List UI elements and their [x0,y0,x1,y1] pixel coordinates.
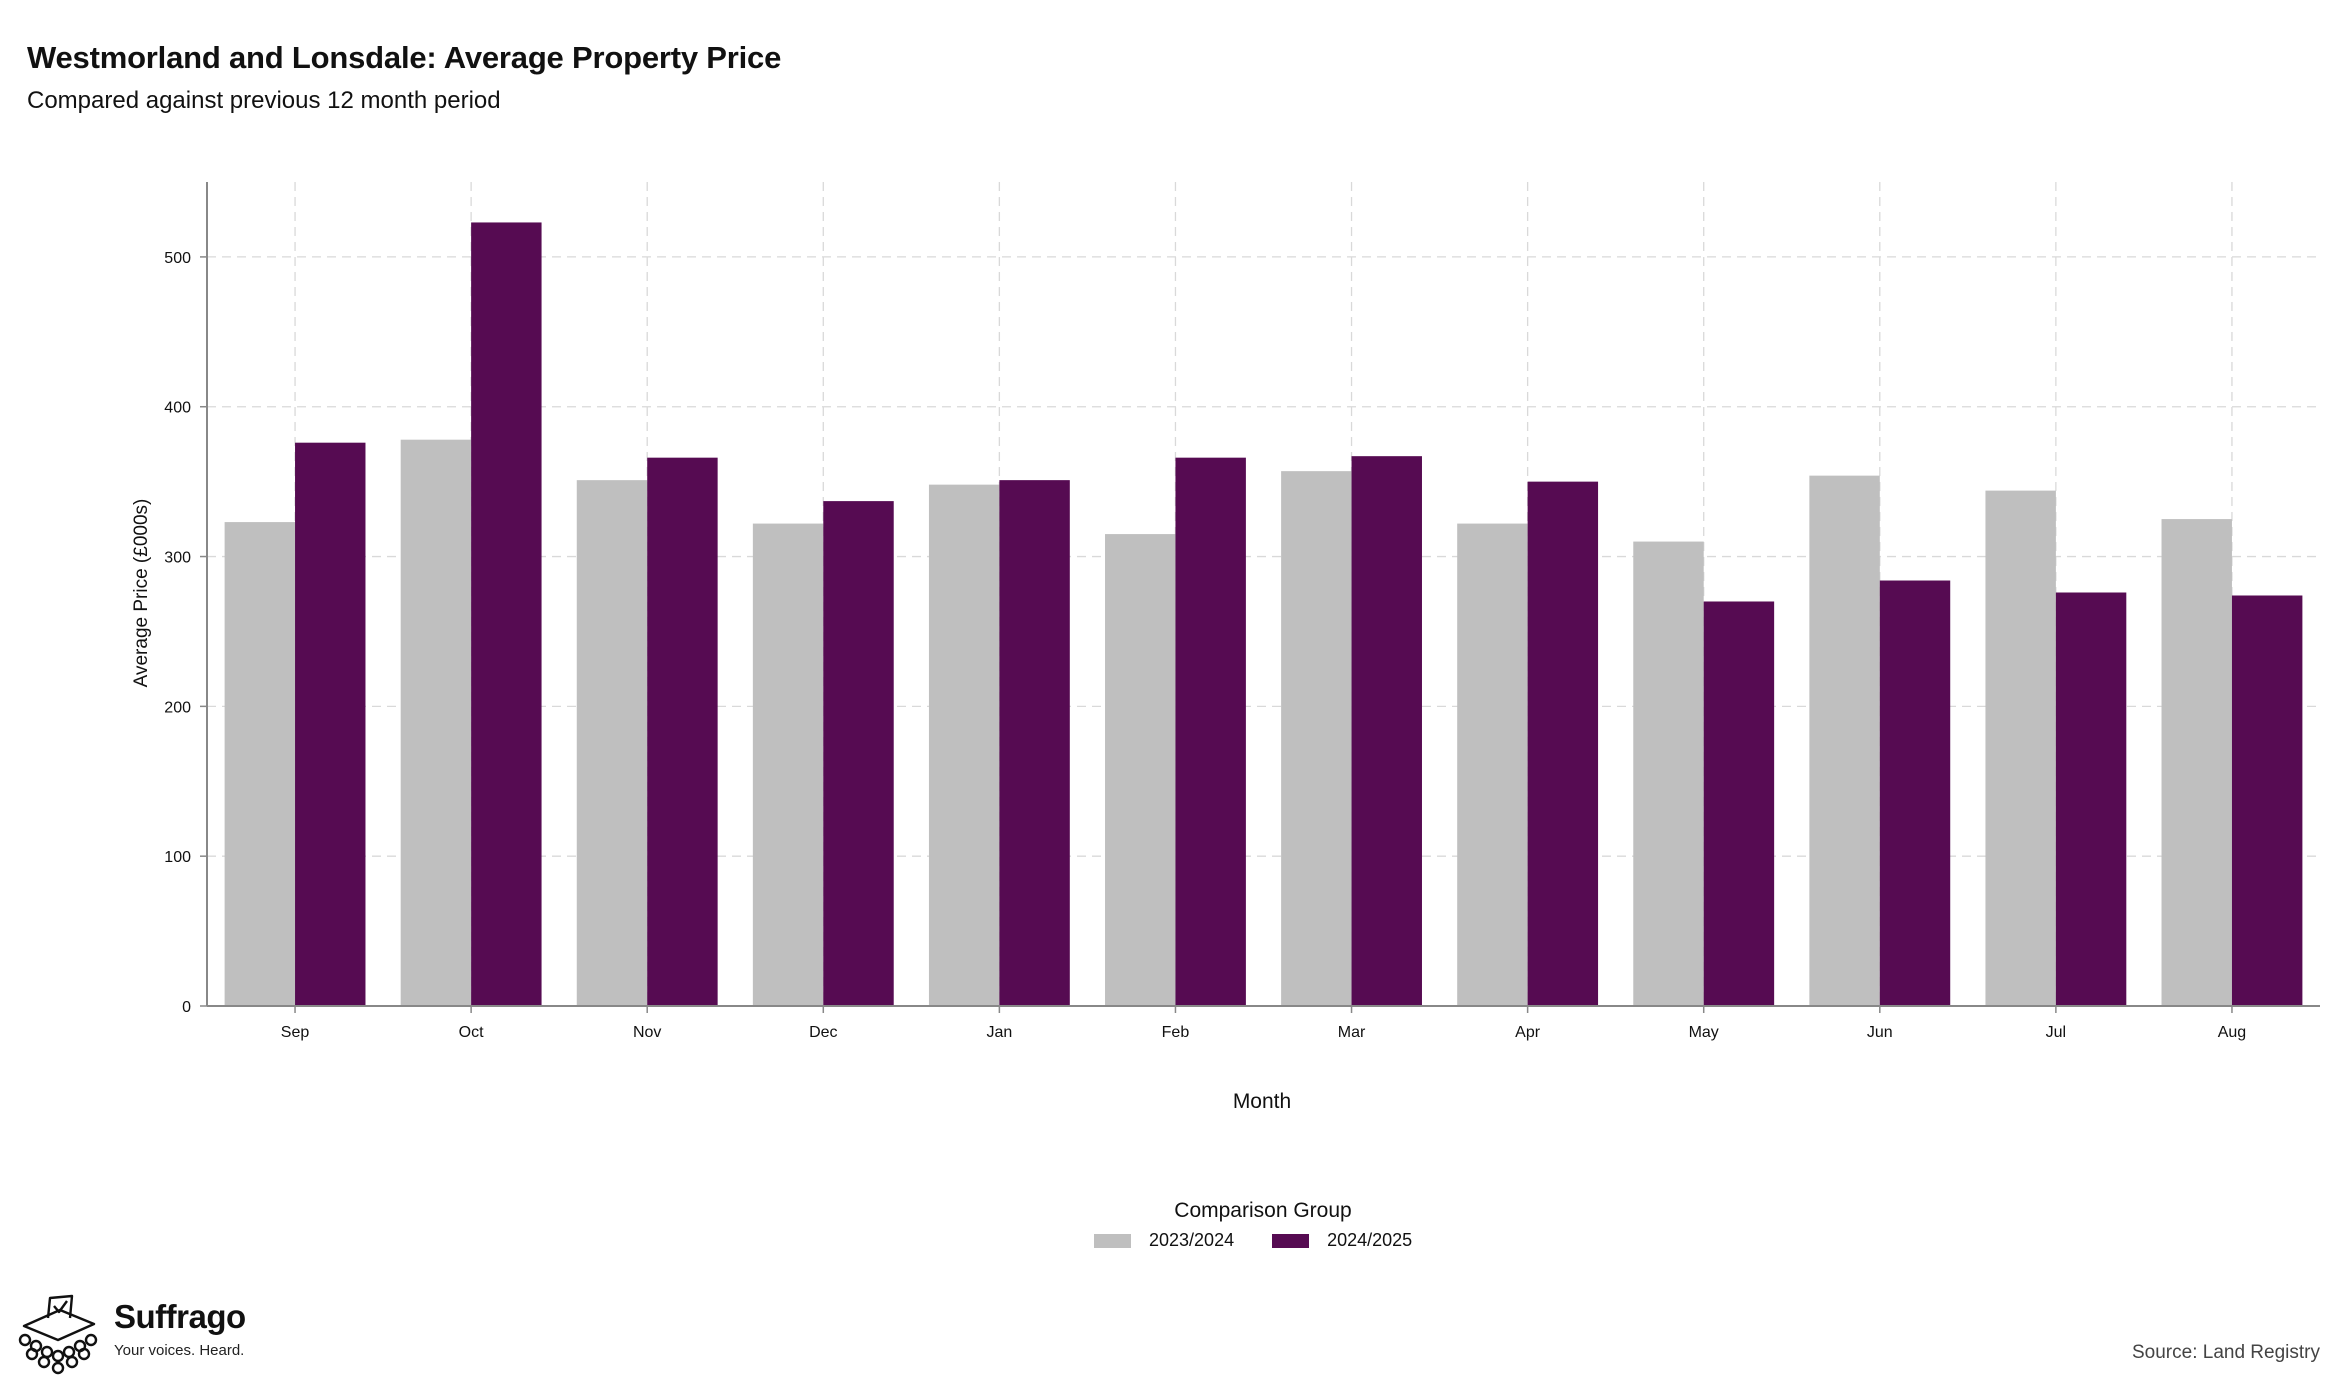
bar-2023-2024-jan [928,484,1000,1007]
bar-2024-2025-jan [999,480,1070,1006]
legend-swatch-2023-2024 [1094,1233,1131,1248]
brand-text: Suffrago Your voices. Heard. [114,1300,246,1359]
brand-tagline: Your voices. Heard. [114,1342,245,1359]
chart-subtitle: Compared against previous 12 month perio… [27,87,501,114]
bar-2023-2024-jul [1985,490,2056,1006]
x-tick-label: Dec [809,1024,837,1041]
bar-2023-2024-nov [576,480,648,1006]
brand-logo: Suffrago Your voices. Heard. [14,1292,246,1376]
y-axis-title: Average Price (£000s) [131,499,152,688]
legend: 2023/2024 2024/2025 [1094,1230,1450,1251]
x-tick-label: Jan [986,1024,1012,1041]
bar-2024-2025-jul [2055,592,2127,1006]
x-tick-label: Nov [633,1024,661,1041]
y-tick-label: 100 [164,849,191,866]
bar-chart: 0 100 200 300 400 500 Sep Oct Nov Dec Jan Feb Mar Apr… [131,182,2320,1113]
bar-2023-2024-aug [2161,519,2232,1006]
bar-2024-2025-feb [1175,457,1246,1006]
bar-2024-2025-aug [2231,595,2303,1006]
x-tick-label: Aug [2218,1024,2246,1041]
x-tick-label: Sep [281,1024,310,1041]
bar-2024-2025-apr [1527,481,1599,1006]
x-tick-label: May [1689,1024,1719,1041]
bars [224,222,2303,1007]
x-axis-title: Month [1233,1090,1291,1113]
bar-2023-2024-feb [1105,534,1176,1006]
legend-item-2024-2025: 2024/2025 [1272,1230,1412,1251]
bar-2023-2024-jun [1809,475,1880,1006]
y-tick-label: 200 [164,699,191,716]
ballot-box-icon [18,1294,98,1375]
bar-2024-2025-dec [823,501,894,1006]
x-tick-label: Jul [2046,1024,2066,1041]
brand-name: Suffrago [114,1298,246,1335]
x-tick-label: Mar [1338,1024,1366,1041]
bar-2024-2025-nov [647,457,718,1006]
bar-2024-2025-sep [295,442,366,1007]
chart-title: Westmorland and Lonsdale: Average Proper… [27,40,782,75]
bar-2024-2025-may [1703,601,1775,1006]
legend-title: Comparison Group [1174,1199,1352,1222]
x-tick-label: Feb [1162,1024,1190,1041]
x-tick-label: Apr [1515,1024,1541,1041]
bar-2023-2024-oct [400,439,472,1007]
legend-label-2024-2025: 2024/2025 [1327,1230,1413,1250]
legend-label-2023-2024: 2023/2024 [1149,1230,1235,1250]
bar-2023-2024-may [1633,541,1704,1006]
y-tick-label: 500 [164,250,191,267]
bar-2023-2024-mar [1281,471,1352,1007]
bar-2024-2025-jun [1879,580,1951,1006]
bar-2023-2024-dec [752,523,824,1006]
x-tick-label: Oct [459,1024,484,1041]
legend-swatch-2024-2025 [1272,1233,1310,1248]
x-tick-label: Jun [1867,1024,1893,1041]
axes: 0 100 200 300 400 500 Sep Oct Nov Dec Jan Feb Mar Apr… [164,182,2320,1041]
y-tick-label: 0 [182,999,191,1016]
y-tick-label: 300 [164,550,191,567]
y-tick-label: 400 [164,400,191,417]
bar-2023-2024-apr [1457,523,1528,1006]
bar-2023-2024-sep [224,522,296,1006]
bar-2024-2025-mar [1351,456,1422,1007]
legend-item-2023-2024: 2023/2024 [1094,1230,1234,1251]
source-note: Source: Land Registry [2132,1342,2320,1363]
bar-2024-2025-oct [471,222,542,1006]
